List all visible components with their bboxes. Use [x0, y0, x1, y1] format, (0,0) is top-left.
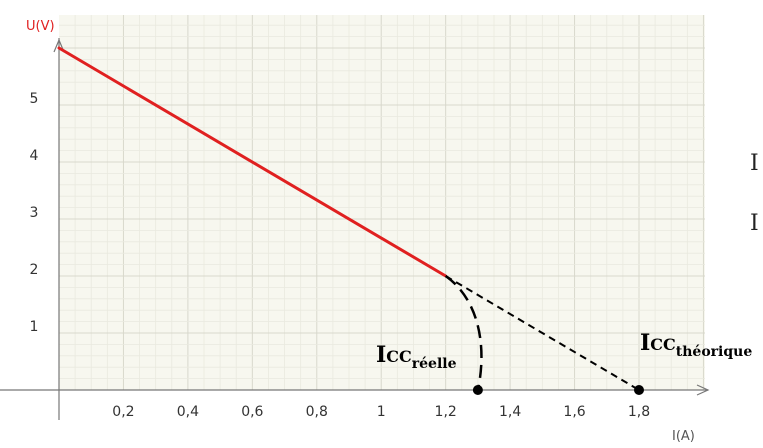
y-tick-label: 5	[30, 91, 39, 107]
y-tick-label: 2	[30, 262, 39, 278]
y-tick-label: 3	[30, 205, 39, 221]
x-axis-arrow	[696, 384, 710, 396]
y-tick-label: 4	[30, 148, 39, 164]
series-dashed-curve	[444, 274, 483, 391]
annotation-main: I	[376, 342, 386, 368]
annotation-sub: CC	[650, 335, 675, 354]
annotation-icc-reelle: ICCréelle	[376, 342, 457, 372]
x-tick-label: 0,8	[306, 404, 328, 420]
annotation-icc-theorique: ICCthéorique	[640, 330, 752, 360]
x-tick-label: 1,6	[563, 404, 585, 420]
y-tick-label: 1	[30, 319, 39, 335]
annotation-main: I	[640, 330, 650, 356]
marker-point	[472, 385, 483, 395]
y-axis-label: U(V)	[26, 19, 55, 34]
plot-area	[59, 15, 705, 390]
x-tick-label: 1,4	[499, 404, 521, 420]
x-tick-label: 1,8	[628, 404, 650, 420]
series-dashed-line	[445, 275, 640, 391]
annotation-sub2: réelle	[412, 356, 457, 372]
series-group	[57, 46, 640, 391]
x-axis-label: I(A)	[672, 429, 695, 444]
y-axis-arrow	[53, 38, 65, 53]
x-tick-label: 0,4	[177, 404, 199, 420]
marker-point	[634, 385, 644, 395]
edge-glyph-1: I	[750, 151, 759, 176]
axes	[0, 38, 710, 420]
markers	[472, 385, 644, 395]
x-tick-label: 0,2	[112, 404, 134, 420]
annotation-sub2: théorique	[676, 344, 753, 360]
x-tick-label: 1,2	[435, 404, 457, 420]
x-tick-label: 1	[377, 404, 386, 420]
x-tick-label: 0,6	[241, 404, 263, 420]
annotation-sub: CC	[386, 347, 411, 366]
series-red-line	[57, 46, 448, 278]
tick-labels: 0,2 0,4 0,6 0,8 1 1,2 1,4 1,6 1,8 1 2 3 4 5	[30, 91, 651, 420]
edge-glyph-2: I	[750, 211, 759, 236]
